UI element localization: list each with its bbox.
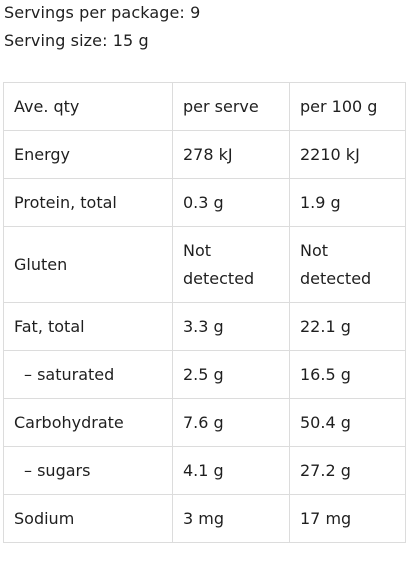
row-label: Carbohydrate	[3, 398, 173, 447]
row-label: Protein, total	[3, 178, 173, 227]
row-per-serve: 3 mg	[172, 494, 290, 543]
serving-size: Serving size: 15 g	[4, 31, 149, 50]
row-per-100g: 50.4 g	[289, 398, 406, 447]
nutrition-table: Ave. qty per serve per 100 g Energy 278 …	[3, 82, 406, 543]
header-per-serve: per serve	[172, 82, 290, 131]
row-label: – saturated	[3, 350, 173, 399]
row-per-serve: 7.6 g	[172, 398, 290, 447]
table-row: Carbohydrate 7.6 g 50.4 g	[3, 398, 406, 447]
row-per-100g: 22.1 g	[289, 302, 406, 351]
row-per-serve: 0.3 g	[172, 178, 290, 227]
row-per-100g: 16.5 g	[289, 350, 406, 399]
table-row: Fat, total 3.3 g 22.1 g	[3, 302, 406, 351]
row-per-serve: 278 kJ	[172, 130, 290, 179]
row-per-serve: 2.5 g	[172, 350, 290, 399]
row-per-serve: Not detected	[172, 226, 290, 303]
row-per-serve: 4.1 g	[172, 446, 290, 495]
table-row: – saturated 2.5 g 16.5 g	[3, 350, 406, 399]
row-label: Energy	[3, 130, 173, 179]
row-label: Fat, total	[3, 302, 173, 351]
table-header-row: Ave. qty per serve per 100 g	[3, 82, 406, 131]
table-row: Energy 278 kJ 2210 kJ	[3, 130, 406, 179]
row-per-serve: 3.3 g	[172, 302, 290, 351]
row-per-100g: 1.9 g	[289, 178, 406, 227]
row-label: Sodium	[3, 494, 173, 543]
row-per-100g: 27.2 g	[289, 446, 406, 495]
table-row: Gluten Not detected Not detected	[3, 226, 406, 303]
row-per-100g: 2210 kJ	[289, 130, 406, 179]
table-row: Sodium 3 mg 17 mg	[3, 494, 406, 543]
row-per-100g: Not detected	[289, 226, 406, 303]
servings-per-package: Servings per package: 9	[4, 3, 201, 22]
table-row: – sugars 4.1 g 27.2 g	[3, 446, 406, 495]
row-label: Gluten	[3, 226, 173, 303]
header-ave-qty: Ave. qty	[3, 82, 173, 131]
header-per-100g: per 100 g	[289, 82, 406, 131]
table-row: Protein, total 0.3 g 1.9 g	[3, 178, 406, 227]
row-per-100g: 17 mg	[289, 494, 406, 543]
row-label: – sugars	[3, 446, 173, 495]
